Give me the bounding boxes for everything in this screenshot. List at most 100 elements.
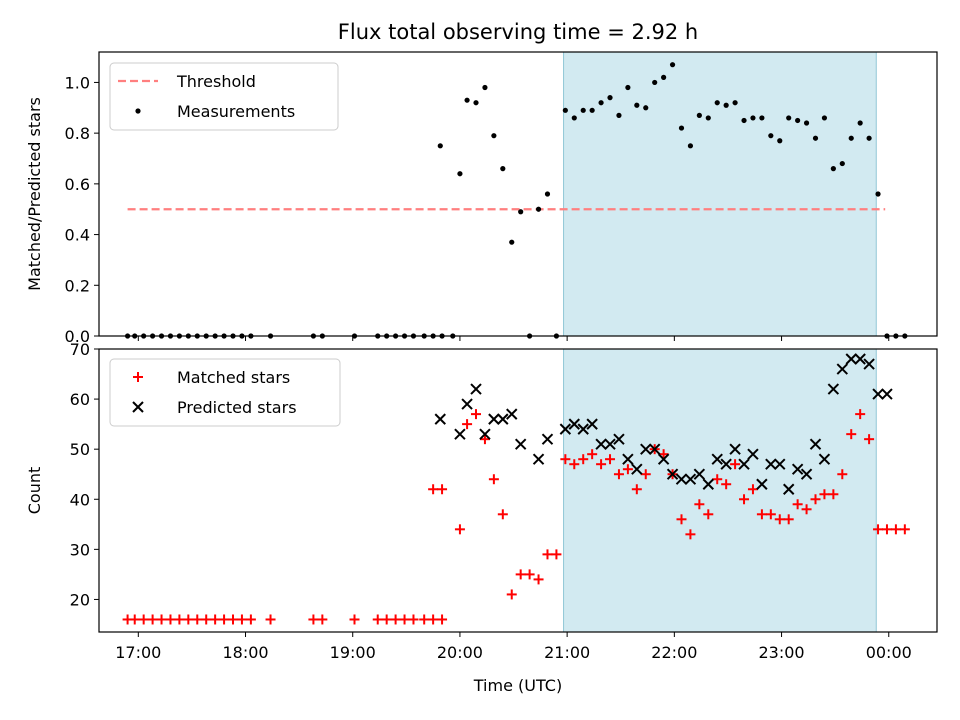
top-panel-ratio: 0.0 0.2 0.4 0.6 0.8 1.0 Matched/Predicted star…: [25, 51, 938, 346]
predicted-point: [622, 453, 634, 465]
x-tick-label: 21:00: [544, 643, 590, 662]
predicted-point-b: [577, 423, 589, 435]
predicted-point-b: [738, 458, 750, 470]
predicted-point-b: [666, 468, 679, 480]
x-axis-label: Time (UTC): [473, 676, 562, 695]
predicted-point: [577, 423, 589, 435]
matched-point: [317, 614, 328, 625]
predicted-point-b: [657, 453, 670, 465]
predicted-point: [765, 458, 777, 470]
y-tick-label: 40: [70, 490, 90, 509]
predicted-point: [720, 458, 732, 470]
matched-point: [819, 489, 830, 500]
predicted-point: [711, 453, 723, 465]
matched-point: [219, 614, 230, 625]
x-tick-label: 18:00: [222, 643, 268, 662]
measurement-point: [848, 135, 854, 141]
predicted-point-b: [836, 363, 849, 375]
matched-point: [569, 459, 580, 470]
measurement-point: [491, 133, 497, 139]
matched-point: [349, 614, 360, 625]
measurement-point: [669, 62, 676, 68]
x-tick-label: 00:00: [866, 643, 912, 662]
matched-point: [721, 479, 732, 490]
matched-point: [497, 509, 508, 520]
matched-point: [308, 614, 319, 625]
predicted-point-b: [756, 478, 768, 490]
y-tick-label: 20: [70, 590, 90, 609]
predicted-point: [756, 478, 768, 490]
predicted-point-b: [488, 413, 500, 425]
measurement-point: [795, 117, 801, 124]
predicted-point: [461, 398, 473, 410]
matched-point: [129, 614, 140, 625]
matched-point: [631, 484, 642, 495]
measurement-point: [616, 112, 622, 118]
measurement-point: [750, 115, 756, 121]
predicted-point-b: [675, 473, 688, 485]
predicted-point-b: [622, 453, 634, 465]
predicted-point: [648, 443, 661, 455]
predicted-point: [702, 478, 714, 490]
predicted-point: [747, 448, 759, 460]
predicted-point: [514, 438, 527, 450]
matched-point: [265, 614, 276, 625]
matched-point: [783, 514, 794, 525]
predicted-point: [836, 363, 849, 375]
measurement-point: [830, 166, 836, 172]
measurement-point: [839, 160, 845, 167]
y-tick-label: 0.4: [65, 226, 90, 245]
axes-frame: [98, 51, 938, 337]
legend-measurement-swatch: [135, 108, 141, 114]
legend-label: Measurements: [177, 102, 295, 121]
predicted-point: [541, 433, 554, 445]
measurement-point: [768, 133, 774, 139]
predicted-point: [827, 383, 840, 395]
matched-point: [703, 509, 714, 520]
matched-point: [399, 614, 410, 625]
predicted-point-b: [881, 388, 893, 400]
predicted-point-b: [711, 453, 723, 465]
measurement-point: [634, 102, 640, 108]
y-tick-label: 30: [70, 540, 90, 559]
measurement-point: [714, 100, 720, 106]
matched-point: [428, 614, 439, 625]
predicted-point: [809, 438, 822, 450]
y-axis-label: Matched/Predicted stars: [25, 97, 44, 291]
matched-point: [419, 614, 430, 625]
measurement-point: [535, 206, 542, 212]
predicted-point: [791, 463, 804, 475]
predicted-point-b: [648, 443, 661, 455]
matched-point: [165, 614, 176, 625]
predicted-point: [693, 468, 706, 480]
matched-point: [471, 409, 482, 420]
matched-point: [694, 499, 705, 510]
matched-point: [596, 459, 607, 470]
legend-box: [109, 62, 339, 131]
matched-point: [676, 514, 687, 525]
predicted-point-b: [809, 438, 822, 450]
matched-point: [428, 484, 439, 495]
predicted-point-b: [782, 483, 795, 495]
predicted-point: [818, 453, 831, 465]
measurement-point: [777, 138, 783, 144]
predicted-point: [631, 463, 643, 475]
axes-frame: [98, 348, 938, 633]
matched-point: [542, 549, 553, 560]
measurement-point: [875, 191, 881, 197]
matched-point: [174, 614, 185, 625]
predicted-point-b: [470, 383, 482, 395]
legend-box: [109, 358, 341, 427]
predicted-point: [640, 443, 652, 455]
legend: Matched stars Predicted stars: [109, 358, 341, 427]
predicted-point: [604, 438, 616, 450]
predicted-point-b: [863, 358, 875, 370]
predicted-point: [488, 413, 500, 425]
matched-point: [881, 524, 892, 535]
measurement-point: [723, 102, 729, 108]
matched-point: [613, 469, 624, 480]
y-tick-label: 0.8: [65, 124, 90, 143]
predicted-point: [497, 413, 509, 425]
predicted-point: [729, 443, 741, 455]
x-tick-label: 20:00: [437, 643, 483, 662]
